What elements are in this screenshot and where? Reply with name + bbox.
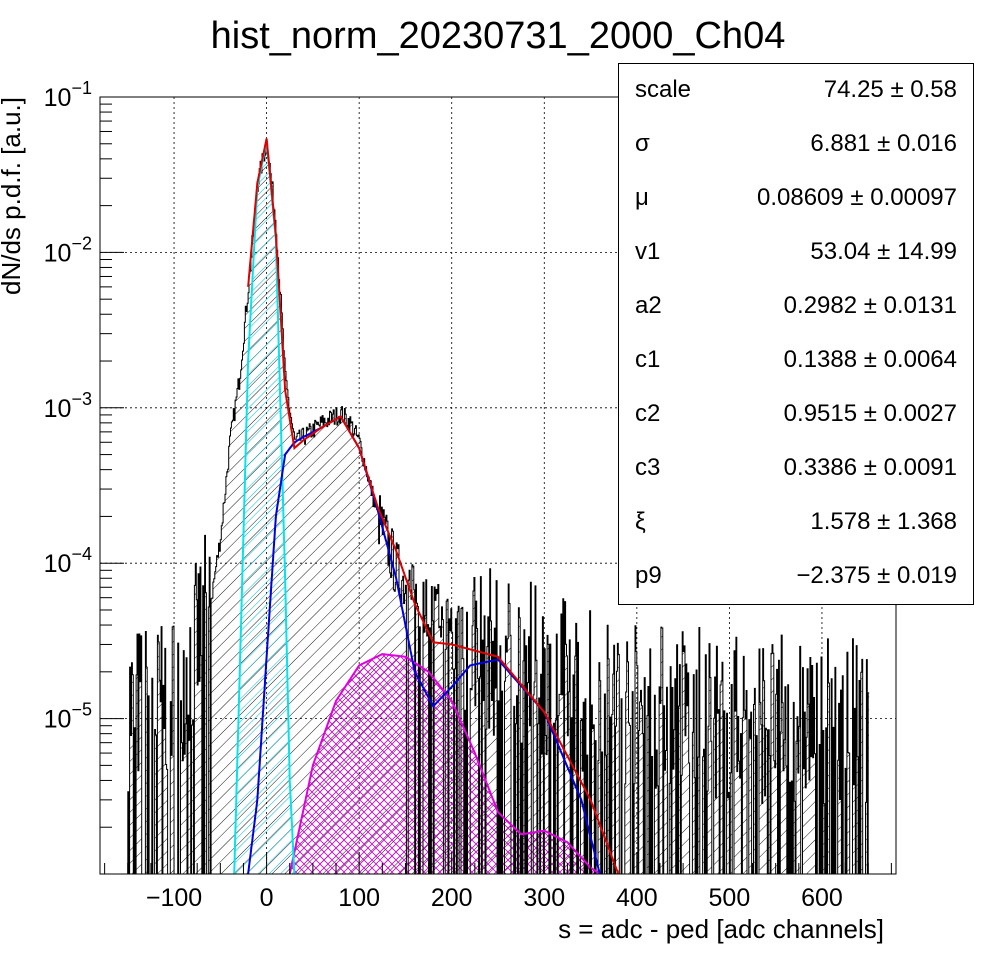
fit-parameter-row: c1 0.1388 ± 0.0064 [619, 334, 973, 388]
fit-parameter-name: σ [635, 130, 650, 157]
chart-title: hist_norm_20230731_2000_Ch04 [211, 15, 786, 57]
x-tick-label: 400 [616, 884, 658, 912]
fit-parameter-name: scale [635, 76, 692, 103]
fit-parameter-name: c1 [635, 346, 661, 373]
y-tick-label: 10−3 [44, 389, 92, 423]
x-tick-label: −100 [146, 884, 202, 912]
fit-parameter-name: v1 [635, 238, 661, 265]
y-axis-ticks: 10−5 10−4 10−3 10−2 10−1 [44, 78, 124, 828]
fit-parameter-row: a2 0.2982 ± 0.0131 [619, 280, 973, 334]
x-tick-label: 600 [801, 884, 843, 912]
fit-parameters-box: scale 74.25 ± 0.58 σ 6.881 ± 0.016 μ 0.08609 … [618, 63, 974, 605]
fit-parameter-value: 6.881 ± 0.016 [810, 130, 957, 157]
fit-parameter-value: 74.25 ± 0.58 [823, 76, 957, 103]
fit-parameter-name: a2 [635, 292, 662, 319]
fit-parameter-name: c2 [635, 400, 661, 427]
x-tick-label: 0 [260, 884, 274, 912]
fit-parameter-value: 0.2982 ± 0.0131 [783, 292, 957, 319]
fit-parameter-row: v1 53.04 ± 14.99 [619, 226, 973, 280]
y-tick-label: 10−1 [44, 78, 92, 112]
data-hatch-fill [127, 143, 870, 874]
fit-parameter-row: c2 0.9515 ± 0.0027 [619, 388, 973, 442]
fit-parameter-row: μ 0.08609 ± 0.00097 [619, 172, 973, 226]
fit-parameter-row: p9 −2.375 ± 0.019 [619, 550, 973, 604]
series-layer [127, 138, 870, 874]
x-tick-label: 100 [338, 884, 380, 912]
fit-parameter-name: μ [635, 184, 649, 211]
y-tick-label: 10−5 [44, 700, 92, 734]
fit-parameter-value: 0.3386 ± 0.0091 [783, 454, 957, 481]
x-tick-label: 200 [431, 884, 473, 912]
fit-parameter-value: 0.1388 ± 0.0064 [783, 346, 957, 373]
fit-parameter-value: 1.578 ± 1.368 [810, 508, 957, 535]
fit-parameter-value: 53.04 ± 14.99 [810, 238, 957, 265]
fit-parameter-value: 0.9515 ± 0.0027 [783, 400, 957, 427]
y-axis-label: dN/ds p.d.f. [a.u.] [0, 97, 26, 295]
fit-parameter-value: −2.375 ± 0.019 [796, 562, 957, 589]
pedestal-hatch-fill [234, 141, 295, 874]
total-fit-curve [247, 138, 620, 874]
fit-parameter-row: scale 74.25 ± 0.58 [619, 64, 973, 118]
y-tick-label: 10−4 [44, 544, 92, 578]
fit-parameter-name: p9 [635, 562, 662, 589]
x-axis-ticks: −100 0 100 200 300 400 500 600 [104, 852, 892, 912]
x-axis-label: s = adc - ped [adc channels] [558, 914, 884, 944]
y-tick-label: 10−2 [44, 233, 92, 267]
x-tick-label: 300 [523, 884, 565, 912]
fit-parameter-row: ξ 1.578 ± 1.368 [619, 496, 973, 550]
fit-parameter-row: σ 6.881 ± 0.016 [619, 118, 973, 172]
x-tick-label: 500 [709, 884, 751, 912]
fit-parameter-name: c3 [635, 454, 661, 481]
double-pe-fit-curve [288, 653, 601, 874]
fit-parameter-name: ξ [635, 508, 646, 535]
fit-parameter-value: 0.08609 ± 0.00097 [756, 184, 957, 211]
fit-parameter-row: c3 0.3386 ± 0.0091 [619, 442, 973, 496]
